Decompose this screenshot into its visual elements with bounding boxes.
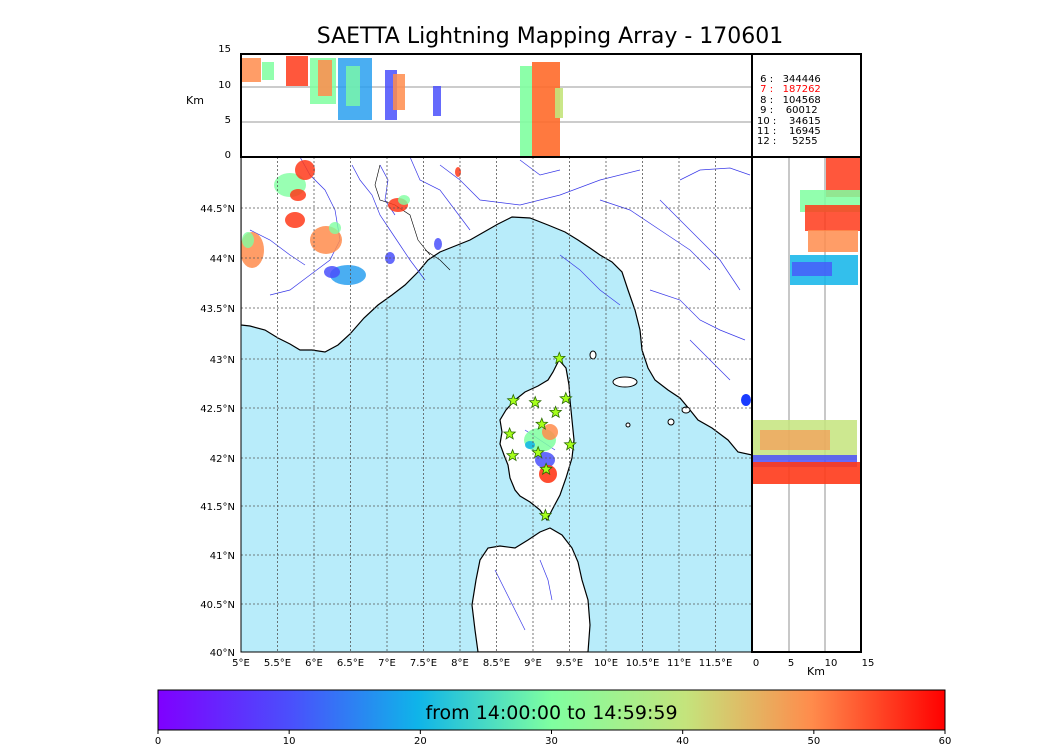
station-count-row: 9 : 60012 — [757, 105, 818, 117]
side-axis-unit: Km — [807, 665, 825, 678]
lon-tick-label: 5.5°E — [264, 658, 291, 669]
station-count-row: 10 : 34615 — [757, 115, 821, 127]
colorbar-tick-label: 40 — [676, 736, 689, 747]
station-star-icon — [538, 508, 553, 522]
colorbar — [157, 689, 946, 731]
lat-tick-label: 42.5°N — [200, 404, 235, 415]
lon-tick-label: 10°E — [594, 658, 618, 669]
lat-tick-label: 41°N — [210, 551, 235, 562]
colorbar-ticks: 0 10 20 30 40 50 60 — [155, 730, 952, 747]
station-count-row: 7 : 187262 — [757, 84, 821, 96]
station-star-icon — [539, 462, 553, 476]
colorbar-tick-label: 50 — [807, 736, 820, 747]
lat-tick-label: 40°N — [210, 648, 235, 659]
lightning-sources-altitude — [241, 56, 563, 156]
sardinia-island — [471, 527, 591, 652]
station-star-icon — [528, 395, 542, 409]
lat-tick-label: 44.5°N — [200, 204, 235, 215]
station-star-icon — [506, 393, 521, 407]
elba-island — [612, 376, 638, 388]
station-markers — [502, 351, 577, 522]
station-count-row: 8 : 104568 — [757, 94, 821, 106]
side-tick-label: 5 — [788, 658, 794, 669]
station-star-icon — [531, 445, 545, 459]
plan-view-map — [241, 157, 752, 652]
figure-title: SAETTA Lightning Mapping Array - 170601 — [316, 24, 784, 49]
station-star-icon — [535, 417, 549, 430]
map-axis-ticks: 5°E 5.5°E 6°E 6.5°E 7°E 7.5°E 8°E 8.5°E 9°E 9.5°E… — [200, 44, 874, 669]
colorbar-tick-label: 0 — [155, 736, 161, 747]
side-tick-label: 15 — [862, 658, 875, 669]
altitude-lon-panel — [241, 54, 752, 157]
altitude-axis-unit: Km — [186, 94, 204, 107]
lat-tick-label: 43.5°N — [200, 304, 235, 315]
lon-tick-label: 7°E — [378, 658, 396, 669]
lon-tick-label: 11.5°E — [699, 658, 733, 669]
lon-tick-label: 9.5°E — [556, 658, 583, 669]
lon-tick-label: 6°E — [305, 658, 323, 669]
lon-tick-label: 10.5°E — [626, 658, 660, 669]
colorbar-time-range: from 14:00:00 to 14:59:59 — [425, 702, 678, 724]
station-star-icon — [548, 405, 563, 419]
lat-tick-label: 41.5°N — [200, 502, 235, 513]
side-tick-label: 0 — [753, 658, 759, 669]
lon-tick-label: 7.5°E — [410, 658, 437, 669]
colorbar-tick-label: 30 — [545, 736, 558, 747]
side-tick-label: 10 — [825, 658, 838, 669]
altitude-tick-label: 5 — [225, 115, 231, 126]
station-star-icon — [552, 351, 567, 365]
lat-tick-label: 44°N — [210, 254, 235, 265]
altitude-tick-label: 10 — [218, 80, 231, 91]
station-count-row: 6 : 344446 — [757, 74, 821, 85]
lat-lon-grid — [241, 157, 752, 652]
lon-tick-label: 8.5°E — [483, 658, 510, 669]
altitude-tick-label: 0 — [225, 150, 231, 161]
colorbar-tick-label: 10 — [283, 736, 296, 747]
station-star-icon — [505, 448, 520, 462]
lightning-sources-plan — [241, 160, 558, 483]
station-star-icon — [502, 426, 517, 440]
lon-tick-label: 11°E — [667, 658, 691, 669]
lat-tick-label: 40.5°N — [200, 600, 235, 611]
altitude-tick-label: 15 — [218, 44, 231, 55]
colorbar-tick-label: 20 — [414, 736, 427, 747]
lon-tick-label: 6.5°E — [337, 658, 364, 669]
station-count-row: 11 : 16945 — [757, 126, 821, 138]
station-star-icon — [563, 437, 577, 451]
lightning-sources-side — [752, 157, 861, 484]
lat-tick-label: 42°N — [210, 454, 235, 465]
lat-tick-label: 43°N — [210, 355, 235, 366]
lon-tick-label: 5°E — [232, 658, 250, 669]
station-count-table: 6 : 344446 7 : 187262 8 : 104568 9 : 600… — [757, 74, 857, 148]
station-count-row: 12 : 5255 — [757, 136, 818, 148]
lon-tick-label: 8°E — [451, 658, 469, 669]
colorbar-tick-label: 60 — [939, 736, 952, 747]
mainland-land — [241, 157, 752, 456]
altitude-lat-panel — [752, 157, 861, 652]
station-star-icon — [559, 391, 573, 405]
lon-tick-label: 9°E — [524, 658, 542, 669]
